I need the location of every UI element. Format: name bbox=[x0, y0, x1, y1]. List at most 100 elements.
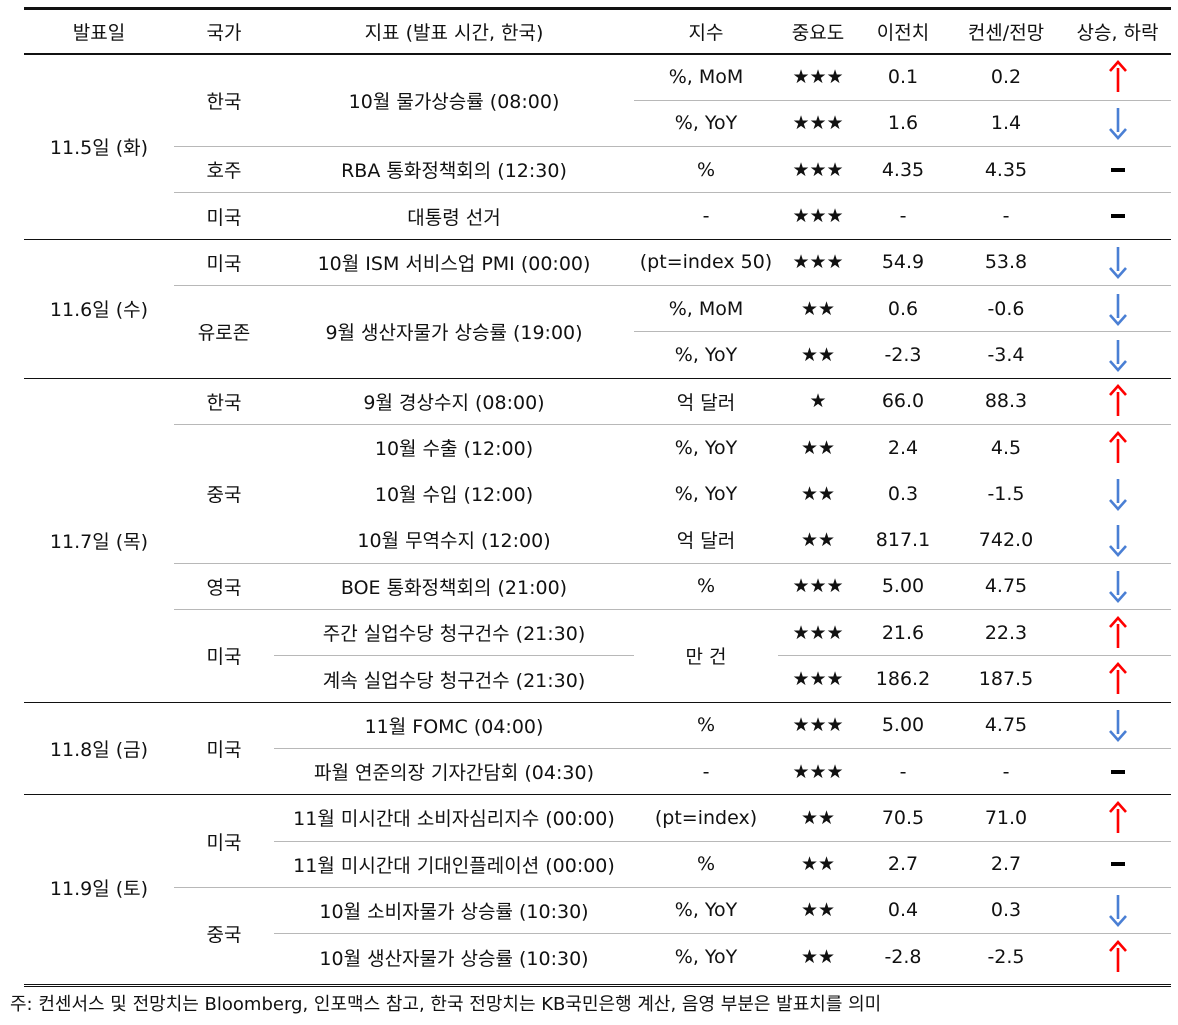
up-arrow-icon bbox=[1108, 615, 1127, 648]
unit-cell: % bbox=[634, 702, 778, 749]
up-arrow-icon bbox=[1108, 940, 1127, 973]
down-arrow-icon bbox=[1108, 895, 1127, 928]
date-cell: 11.9일 (토) bbox=[49, 878, 149, 901]
previous-cell: 1.6 bbox=[858, 100, 948, 148]
consensus-cell: 1.4 bbox=[948, 100, 1064, 148]
direction-cell bbox=[1064, 331, 1171, 379]
header-direction: 상승, 하락 bbox=[1064, 7, 1171, 55]
unit-cell: % bbox=[634, 146, 778, 194]
flat-dash-icon bbox=[1110, 214, 1125, 219]
importance-cell: ★★★ bbox=[778, 748, 858, 796]
country-cell: 영국 bbox=[174, 563, 274, 611]
unit-cell: - bbox=[634, 748, 778, 796]
previous-cell: 21.6 bbox=[858, 609, 948, 657]
consensus-cell: 0.3 bbox=[948, 887, 1064, 935]
importance-cell: ★★ bbox=[800, 946, 836, 969]
consensus-cell: -2.5 bbox=[987, 946, 1025, 969]
direction-cell bbox=[1064, 239, 1171, 286]
direction-cell bbox=[1064, 285, 1171, 333]
unit-cell: %, YoY bbox=[634, 887, 778, 935]
previous-cell: 0.4 bbox=[858, 887, 948, 935]
importance-cell: ★★ bbox=[778, 285, 858, 333]
table-row: 11.8일 (금) 미국 11월 FOMC (04:00) % ★★★ 5.00… bbox=[24, 702, 1171, 796]
indicator-cell: 10월 물가상승률 (08:00) bbox=[274, 54, 634, 148]
previous-cell: 0.3 bbox=[887, 482, 919, 505]
up-arrow-icon bbox=[1108, 384, 1127, 417]
unit-cell: % bbox=[634, 563, 778, 611]
previous-cell: 70.5 bbox=[858, 794, 948, 842]
direction-cell bbox=[1064, 655, 1171, 703]
unit-cell: %, YoY bbox=[634, 100, 778, 148]
consensus-cell: 4.35 bbox=[948, 146, 1064, 194]
header-previous: 이전치 bbox=[858, 7, 948, 55]
country-cell: 한국 bbox=[174, 54, 274, 148]
table-row: 11.9일 (토) 미국 11월 미시간대 소비자심리지수 (00:00) (p… bbox=[24, 794, 1171, 900]
previous-cell: 186.2 bbox=[858, 655, 948, 703]
country-cell: 중국 bbox=[174, 424, 274, 564]
table-bottom-rule bbox=[24, 984, 1171, 987]
consensus-cell: 742.0 bbox=[948, 516, 1064, 564]
footnote: 주: 컨센서스 및 전망치는 Bloomberg, 인포맥스 참고, 한국 전망… bbox=[10, 994, 882, 1015]
flat-dash-icon bbox=[1110, 769, 1125, 774]
consensus-cell: -0.6 bbox=[948, 285, 1064, 333]
importance-cell: ★★★ bbox=[778, 563, 858, 611]
table-row: 11.5일 (화) 한국 10월 물가상승률 (08:00) %, MoM ★★… bbox=[24, 54, 1171, 240]
header-unit: 지수 bbox=[634, 7, 778, 55]
importance-cell: ★ bbox=[778, 378, 858, 425]
table-row: 파월 연준의장 기자간담회 (04:30) - ★★★ - - bbox=[24, 748, 1171, 796]
unit-cell: %, MoM bbox=[634, 285, 778, 333]
consensus-cell: 4.5 bbox=[990, 436, 1022, 459]
previous-cell: - bbox=[858, 748, 948, 796]
header-indicator: 지표 (발표 시간, 한국) bbox=[274, 7, 634, 55]
importance-cell: ★★★ bbox=[778, 100, 858, 148]
unit-cell: 억 달러 bbox=[634, 378, 778, 425]
country-cell: 유로존 bbox=[174, 285, 274, 379]
direction-cell bbox=[1064, 748, 1171, 796]
direction-cell bbox=[1064, 609, 1171, 657]
table-row: 중국 10월 소비자물가 상승률 (10:30) %, YoY ★★ 0.4 0… bbox=[24, 887, 1171, 946]
country-cell: 미국 bbox=[174, 702, 274, 796]
indicator-cell: 10월 소비자물가 상승률 (10:30) bbox=[274, 887, 634, 935]
consensus-cell: 0.2 bbox=[948, 54, 1064, 101]
indicator-cell: BOE 통화정책회의 (21:00) bbox=[274, 563, 634, 611]
table-row: 11.7일 (목) 한국 9월 경상수지 (08:00) 억 달러 ★ 66.0… bbox=[24, 378, 1171, 703]
previous-cell: 2.7 bbox=[858, 841, 948, 888]
importance-cell: ★★ bbox=[778, 794, 858, 842]
table-row: 유로존 9월 생산자물가 상승률 (19:00) %, MoM ★★ 0.6 -… bbox=[24, 285, 1171, 379]
indicator-cell: 11월 미시간대 기대인플레이션 (00:00) bbox=[274, 841, 634, 888]
table-row: 호주 RBA 통화정책회의 (12:30) % ★★★ 4.35 4.35 bbox=[24, 146, 1171, 194]
country-cell: 한국 bbox=[174, 378, 274, 425]
unit-cell: (pt=index 50) bbox=[634, 239, 778, 286]
importance-cell: ★★ bbox=[778, 331, 858, 379]
unit-cell: (pt=index) bbox=[634, 794, 778, 842]
previous-cell: 817.1 bbox=[858, 516, 948, 564]
direction-cell bbox=[1064, 934, 1171, 980]
down-arrow-icon bbox=[1108, 293, 1127, 326]
consensus-cell: 4.75 bbox=[948, 702, 1064, 749]
country-cell: 미국 bbox=[174, 239, 274, 286]
date-cell: 11.8일 (금) bbox=[24, 702, 174, 796]
table-row: 10월 무역수지 (12:00) 억 달러 ★★ 817.1 742.0 bbox=[24, 516, 1171, 564]
down-arrow-icon bbox=[1108, 247, 1127, 280]
previous-cell: 5.00 bbox=[858, 702, 948, 749]
down-arrow-icon bbox=[1108, 108, 1127, 141]
importance-cell: ★★ bbox=[800, 436, 836, 459]
consensus-cell: - bbox=[948, 748, 1064, 796]
importance-cell: ★★ bbox=[778, 887, 858, 935]
indicator-cell: 계속 실업수당 청구건수 (21:30) bbox=[274, 655, 634, 703]
indicator-cell: 대통령 선거 bbox=[274, 192, 634, 240]
table-row: %, YoY ★★ -2.3 -3.4 bbox=[24, 331, 1171, 379]
up-arrow-icon bbox=[1108, 800, 1127, 833]
direction-cell bbox=[1064, 146, 1171, 194]
table-row: 11월 미시간대 기대인플레이션 (00:00) % ★★ 2.7 2.7 bbox=[24, 841, 1171, 888]
down-arrow-icon bbox=[1108, 571, 1127, 604]
unit-cell: % bbox=[634, 841, 778, 888]
indicator-cell: 10월 수출 (12:00) bbox=[374, 438, 534, 461]
table-header-row: 발표일 국가 지표 (발표 시간, 한국) 지수 중요도 이전치 컨센/전망 상… bbox=[24, 7, 1171, 55]
previous-cell: 5.00 bbox=[858, 563, 948, 611]
consensus-cell: -1.5 bbox=[987, 482, 1025, 505]
down-arrow-icon bbox=[1108, 710, 1127, 743]
direction-cell bbox=[1064, 192, 1171, 240]
previous-cell: 0.6 bbox=[858, 285, 948, 333]
indicator-cell: 10월 생산자물가 상승률 (10:30) bbox=[319, 947, 589, 970]
